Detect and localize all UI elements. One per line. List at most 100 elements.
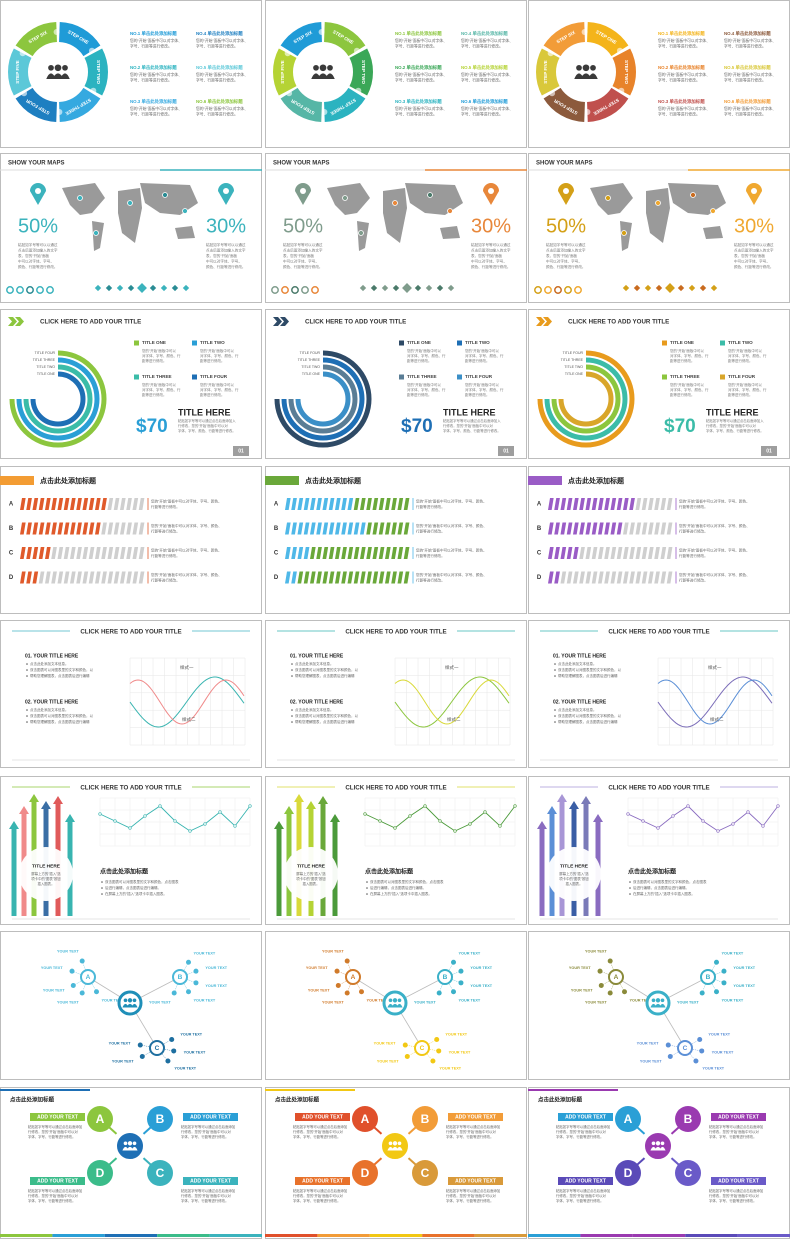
map-desc: 颜色、行距等进行修改。 xyxy=(546,264,586,269)
letter: C xyxy=(421,1166,430,1180)
bullet xyxy=(26,721,28,723)
slide: 点击此处添加标题 A B C D ADD YOUR TEXT 粘贴如字号等可以通过点击后面添… xyxy=(528,1087,790,1239)
ring xyxy=(551,364,621,434)
node-label: YOUR TEXT xyxy=(109,1041,131,1045)
icon-head xyxy=(397,1141,402,1146)
item-desc: 字号、行距等进行修改。 xyxy=(658,44,700,49)
bullet xyxy=(26,663,28,665)
diamond xyxy=(665,283,675,293)
bullet xyxy=(26,669,28,671)
item-title: NO.4 单击此处添加标题 xyxy=(196,30,243,37)
satellite xyxy=(436,990,442,996)
legend-desc: 您的“开始”面板中可以 xyxy=(142,382,176,387)
legend-desc: 对字体、字号、颜色、行 xyxy=(465,353,504,358)
letter-circle xyxy=(147,1160,173,1186)
map-desc: 表，您的“开始”面板 xyxy=(546,253,578,258)
satellite xyxy=(430,1058,436,1064)
slide-title: CLICK HERE TO ADD YOUR TITLE xyxy=(608,785,709,792)
wave xyxy=(129,676,245,728)
slide-frame xyxy=(528,1087,790,1239)
heading: 点击此处添加标题 xyxy=(628,868,677,876)
bottom-strip xyxy=(0,1234,53,1237)
ring xyxy=(544,357,628,441)
icon-head xyxy=(651,998,656,1003)
bullet xyxy=(26,709,28,711)
bar-desc: 您的“开始”面板中可以对字体、字号、颜色、 xyxy=(679,572,750,577)
label-text: ADD YOUR TEXT xyxy=(455,1115,496,1121)
ring xyxy=(30,371,86,427)
icon-head xyxy=(54,64,62,72)
trend-dot xyxy=(483,810,487,814)
cycle-segment xyxy=(273,48,297,96)
map-desc: 粘贴如字号等可以以通过 xyxy=(283,242,323,247)
badge-desc: 项卡中的“图表”按钮 xyxy=(559,876,589,881)
cycle-joint xyxy=(549,90,556,97)
node-label: YOUR TEXT xyxy=(322,950,344,954)
trend-dot xyxy=(686,804,690,808)
map-desc: 点击后面添加输入的文字 xyxy=(206,247,246,252)
badge-desc: 屏幕上方的“插入”选 xyxy=(559,871,589,876)
bar-track xyxy=(101,522,145,535)
body-text: 行修改，您的“开始”面板中可以对 xyxy=(706,423,756,428)
legend-desc: 对字体、字号、颜色、行 xyxy=(465,387,504,392)
bar-desc: 您的“开始”面板中可以对字体、字号、颜色、 xyxy=(416,523,487,528)
slide-title: CLICK HERE TO ADD YOUR TITLE xyxy=(80,785,181,792)
bullet xyxy=(101,881,103,883)
satellite xyxy=(165,1058,171,1064)
item-title: NO.2 单击此处添加标题 xyxy=(658,64,705,71)
bullet xyxy=(366,893,368,895)
satellite xyxy=(697,1037,703,1042)
bullet xyxy=(291,709,293,711)
node-label: YOUR TEXT xyxy=(367,998,389,1002)
item-title: NO.3 单击此处添加标题 xyxy=(395,98,442,105)
legend-desc: 您的“开始”面板中可以 xyxy=(670,348,704,353)
cycle-joint xyxy=(21,90,28,97)
bullet xyxy=(366,887,368,889)
letter: B xyxy=(421,1112,430,1126)
icon-head xyxy=(313,64,319,71)
bar-desc: 行距等进行修改。 xyxy=(679,577,708,582)
legend-title: TITLE TWO xyxy=(465,340,490,345)
map-land xyxy=(620,221,632,251)
letter-circle xyxy=(352,1160,378,1186)
map-marker xyxy=(182,208,188,214)
item-title: NO.4 单击此处添加标题 xyxy=(724,30,771,37)
slide-title: CLICK HERE TO ADD YOUR TITLE xyxy=(568,319,669,326)
map-land xyxy=(383,188,407,243)
item-title: NO.6 单击此处添加标题 xyxy=(461,98,508,105)
trend-dot xyxy=(438,819,442,823)
slide-title: 点击此处添加标题 xyxy=(40,476,97,485)
bar xyxy=(548,571,560,584)
cycle-center xyxy=(561,47,611,97)
section-title: 01. YOUR TITLE HERE xyxy=(553,653,607,659)
slide: CLICK HERE TO ADD YOUR TITLE 01. YOUR TIT… xyxy=(265,620,527,768)
label-desc: 粘贴如字号等可以通过点击后面添加 xyxy=(293,1124,348,1129)
trend-dot xyxy=(113,819,117,823)
legend-title: TITLE ONE xyxy=(407,340,431,345)
map-marker xyxy=(655,200,661,206)
legend-desc: 对字体、字号、颜色、行 xyxy=(670,387,709,392)
map-land xyxy=(703,226,723,239)
label-text: ADD YOUR TEXT xyxy=(37,1115,78,1121)
node-label: YOUR TEXT xyxy=(470,966,492,970)
trend-dot xyxy=(731,822,735,826)
node-label: YOUR TEXT xyxy=(377,1060,399,1064)
ring-label: TITLE FOUR xyxy=(563,351,584,355)
icon-body xyxy=(126,1003,134,1008)
badge-title: TITLE HERE xyxy=(32,863,61,869)
cycle-segment xyxy=(536,48,560,96)
label-desc: 字体、字号、行距等进行修改。 xyxy=(181,1198,228,1203)
legend-swatch xyxy=(457,340,462,346)
bar-desc: 行距等进行修改。 xyxy=(151,553,180,558)
legend-title: TITLE THREE xyxy=(407,374,437,379)
legend-desc: 您的“开始”面板中可以 xyxy=(200,382,234,387)
map-pin-hole xyxy=(223,188,229,194)
trend-dot xyxy=(468,822,472,826)
legend-title: TITLE THREE xyxy=(142,374,172,379)
satellite xyxy=(622,989,627,995)
label-desc: 粘贴如字号等可以通过点击后面添加 xyxy=(181,1124,236,1129)
node-label: YOUR TEXT xyxy=(374,1041,396,1045)
map-desc: 颜色、行距等进行修改。 xyxy=(283,264,323,269)
label-text: ADD YOUR TEXT xyxy=(455,1179,496,1185)
